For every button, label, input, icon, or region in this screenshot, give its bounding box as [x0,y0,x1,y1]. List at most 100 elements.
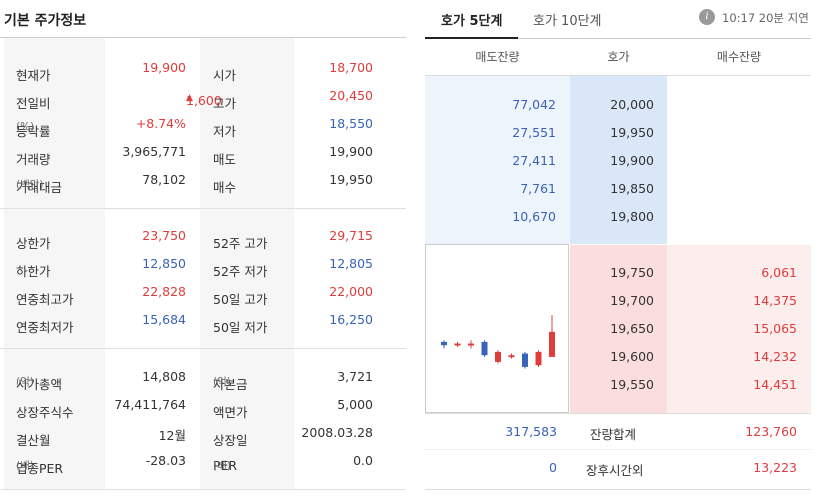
info-value: 18,550 [329,116,373,131]
ask-price-row: 19,950 [570,119,667,147]
bid-row: 15,065 [667,315,811,343]
label-column-bg [4,209,105,348]
ask-row: 10,670 [425,203,570,231]
info-value: 12,850 [142,256,186,271]
info-value: 0.0 [353,453,373,468]
info-row: 연중최고가 22,828 50일 고가 22,000 [16,284,373,307]
header-ask-qty: 매도잔량 [475,50,520,64]
total-bid-qty: 123,760 [745,424,797,439]
ask-qty: 27,551 [512,125,556,140]
ask-qty-area [425,76,570,244]
info-value: 14,808 [142,369,186,384]
after-hours-row: 0 장후시간외 13,223 [425,450,811,484]
candle-body [454,343,461,346]
total-row: 317,583 잔량합계 123,760 [425,414,811,448]
info-row: 전일비 ▲ 1,600 고가 20,450 [16,88,373,111]
section-divider [0,489,406,490]
panel-title: 기본 주가정보 [4,13,87,29]
total-label: 잔량합계 [590,427,637,442]
candle-body [549,331,555,357]
bid-price: 19,600 [610,349,654,364]
info-value: 19,900 [329,144,373,159]
bid-price-row: 19,600 [570,343,667,371]
info-value: 22,000 [329,284,373,299]
bid-row: 14,451 [667,371,811,399]
after-ask-qty: 0 [549,460,557,475]
info-value: 12월 [158,428,186,443]
label-column-bg [200,349,294,489]
info-icon[interactable]: i [699,9,715,25]
info-row: 거래량 3,965,771 매도 19,900 [16,144,373,167]
row-divider [425,449,811,450]
info-row: 결산월 12월 상장일 2008.03.28 [16,425,373,448]
bid-price: 19,550 [610,377,654,392]
bottom-divider [425,489,811,490]
ask-qty: 7,761 [520,181,556,196]
info-value: 12,805 [329,256,373,271]
ask-price: 19,850 [610,181,654,196]
ask-price: 19,950 [610,125,654,140]
tab-orderbook-10[interactable]: 호가 10단계 [533,14,602,29]
bid-price-row: 19,700 [570,287,667,315]
header-divider [425,75,811,76]
total-ask-qty: 317,583 [505,424,557,439]
after-bid-qty: 13,223 [753,460,797,475]
info-row: 하한가 12,850 52주 저가 12,805 [16,256,373,279]
info-value: 3,721 [337,369,373,384]
bid-price: 19,700 [610,293,654,308]
after-label: 장후시간외 [586,463,644,478]
section-divider [0,208,406,209]
info-row: 거래대금 (백만) 78,102 매수 19,950 [16,172,373,195]
candle-body [441,341,447,346]
ask-row: 77,042 [425,91,570,119]
ask-row: 7,761 [425,175,570,203]
bid-price-row: 19,650 [570,315,667,343]
info-value: 18,700 [329,60,373,75]
candle-body [508,355,515,358]
tab-orderbook-5[interactable]: 호가 5단계 [441,14,503,29]
ask-price-row: 19,850 [570,175,667,203]
label-column-bg [200,38,294,208]
label-column-bg [200,209,294,348]
info-value: 78,102 [142,172,186,187]
ask-row: 27,411 [425,147,570,175]
ask-qty: 27,411 [512,153,556,168]
info-value: 2008.03.28 [301,425,373,440]
info-row: 업종PER (배) -28.03 PER (배) 0.0 [16,453,373,476]
ask-price-row: 19,900 [570,147,667,175]
ask-price: 19,800 [610,209,654,224]
info-value: -28.03 [145,453,186,468]
bid-price-row: 19,750 [570,259,667,287]
label-column-bg [4,38,105,208]
info-value: 23,750 [142,228,186,243]
candle-body [522,353,528,367]
label-column-bg [4,349,105,489]
info-row: 상장주식수 74,411,764 액면가 5,000 [16,397,373,420]
ask-qty: 10,670 [512,209,556,224]
bid-row: 6,061 [667,259,811,287]
info-value: 22,828 [142,284,186,299]
orderbook-divider [425,413,811,414]
candle-body [535,351,542,366]
info-value: 15,684 [142,312,186,327]
mini-candle-chart [425,244,569,413]
info-value: 3,965,771 [122,144,186,159]
info-row: 등락률 (%) +8.74% 저가 18,550 [16,116,373,139]
section-divider [0,348,406,349]
info-value: +8.74% [135,116,186,131]
info-value: 29,715 [329,228,373,243]
info-value: 19,900 [142,60,186,75]
header-bid-qty: 매수잔량 [716,50,762,64]
info-value: 74,411,764 [114,397,186,412]
bid-qty: 14,232 [753,349,797,364]
info-value: 16,250 [329,312,373,327]
active-tab-indicator [425,37,518,39]
info-value: 5,000 [337,397,373,412]
ask-price-area [570,76,667,244]
bid-price-row: 19,550 [570,371,667,399]
bid-qty: 15,065 [753,321,797,336]
info-row: 연중최저가 15,684 50일 저가 16,250 [16,312,373,335]
bid-price: 19,650 [610,321,654,336]
bid-price-area [570,245,667,413]
bid-row: 14,375 [667,287,811,315]
